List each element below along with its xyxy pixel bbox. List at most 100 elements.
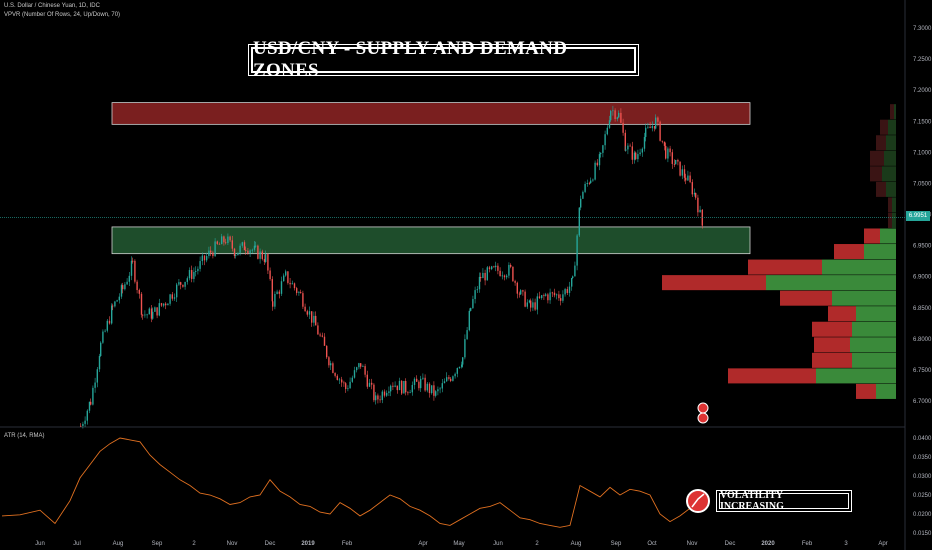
candle bbox=[446, 377, 448, 382]
volume-profile-down-bar bbox=[890, 104, 894, 120]
candle bbox=[253, 245, 256, 250]
candle bbox=[508, 264, 510, 276]
volume-profile-up-bar bbox=[886, 181, 896, 197]
candle bbox=[398, 380, 401, 391]
candle bbox=[677, 159, 679, 162]
candle bbox=[212, 252, 214, 257]
candle bbox=[112, 305, 114, 307]
candle bbox=[518, 293, 521, 295]
candle bbox=[602, 145, 604, 153]
candle bbox=[462, 357, 464, 365]
candle bbox=[283, 275, 285, 282]
candle bbox=[600, 152, 602, 155]
candle bbox=[108, 320, 111, 324]
candle bbox=[80, 425, 82, 427]
candle bbox=[478, 276, 481, 290]
candle bbox=[409, 392, 411, 394]
volume-profile-down-bar bbox=[834, 244, 864, 260]
candle bbox=[441, 383, 443, 389]
atr-tick-label: 0.0200 bbox=[913, 512, 932, 518]
candle bbox=[146, 314, 148, 316]
candle bbox=[130, 260, 133, 276]
atr-tick-label: 0.0300 bbox=[913, 474, 932, 480]
candle bbox=[210, 250, 212, 253]
volume-profile-down-bar bbox=[728, 368, 816, 384]
time-tick-label: Feb bbox=[802, 541, 813, 547]
candle bbox=[243, 242, 246, 251]
candle bbox=[269, 270, 271, 280]
atr-tick-label: 0.0400 bbox=[913, 436, 932, 442]
candle bbox=[506, 275, 508, 278]
volume-profile-down-bar bbox=[814, 337, 850, 353]
candle bbox=[538, 296, 541, 299]
candle bbox=[592, 179, 594, 181]
candle bbox=[245, 250, 247, 251]
candle bbox=[545, 294, 547, 296]
time-tick-label: Sep bbox=[611, 541, 622, 547]
candle bbox=[379, 399, 381, 401]
time-tick-label: Nov bbox=[227, 541, 238, 547]
candle bbox=[486, 267, 488, 281]
volume-profile-down-bar bbox=[748, 259, 822, 275]
candle bbox=[571, 278, 573, 287]
volume-profile-up-bar bbox=[884, 150, 896, 166]
candle bbox=[308, 311, 311, 315]
candle bbox=[154, 307, 156, 312]
candle bbox=[195, 271, 197, 272]
atr-tick-label: 0.0350 bbox=[913, 455, 932, 461]
candle bbox=[582, 191, 584, 199]
volume-profile-down-bar bbox=[780, 290, 832, 306]
candle bbox=[302, 293, 304, 307]
candle bbox=[480, 276, 482, 279]
vpvr-indicator-label: VPVR (Number Of Rows, 24, Up/Down, 70) bbox=[4, 12, 121, 18]
candle bbox=[237, 252, 239, 256]
time-tick-label: Sep bbox=[152, 541, 163, 547]
candle bbox=[484, 272, 486, 281]
candle bbox=[643, 136, 646, 149]
candle bbox=[689, 175, 691, 183]
price-tick-label: 6.9000 bbox=[913, 275, 932, 281]
candle bbox=[343, 382, 345, 384]
time-tick-label: Aug bbox=[113, 541, 124, 547]
candle bbox=[381, 391, 383, 401]
price-tick-label: 6.8000 bbox=[913, 337, 932, 343]
chart-title-box: USD/CNY - SUPPLY AND DEMAND ZONES bbox=[248, 38, 639, 81]
candle bbox=[235, 255, 237, 257]
candle bbox=[120, 285, 123, 297]
candle bbox=[564, 289, 566, 295]
candle bbox=[169, 294, 171, 304]
candle bbox=[386, 392, 388, 396]
candle bbox=[604, 134, 606, 146]
candle bbox=[428, 383, 431, 394]
candle bbox=[317, 325, 319, 335]
candle bbox=[669, 148, 671, 153]
volume-profile-up-bar bbox=[864, 244, 896, 260]
candle bbox=[86, 410, 88, 421]
candle bbox=[556, 294, 558, 296]
candle bbox=[293, 283, 296, 289]
candle bbox=[433, 385, 435, 396]
candle bbox=[358, 363, 360, 368]
time-tick-label: Jun bbox=[35, 541, 45, 547]
time-tick-label: 2020 bbox=[761, 541, 775, 547]
price-tick-label: 7.3000 bbox=[913, 26, 932, 32]
symbol-title: U.S. Dollar / Chinese Yuan, 1D, IDC bbox=[4, 3, 100, 9]
candle bbox=[102, 331, 104, 343]
candle bbox=[251, 249, 253, 251]
candle bbox=[278, 291, 280, 294]
time-tick-label: Oct bbox=[647, 541, 657, 547]
candle bbox=[394, 385, 396, 387]
candle bbox=[655, 117, 657, 129]
candle bbox=[466, 330, 468, 340]
candle bbox=[351, 377, 353, 382]
candle bbox=[685, 177, 687, 181]
atr-indicator-label: ATR (14, RMA) bbox=[4, 433, 45, 439]
candle bbox=[163, 303, 165, 306]
candle bbox=[510, 264, 512, 267]
candle bbox=[364, 366, 366, 375]
volume-profile-up-bar bbox=[852, 321, 896, 337]
candle bbox=[645, 127, 647, 137]
candle bbox=[590, 180, 592, 184]
candle bbox=[152, 311, 154, 319]
candle bbox=[458, 366, 461, 369]
